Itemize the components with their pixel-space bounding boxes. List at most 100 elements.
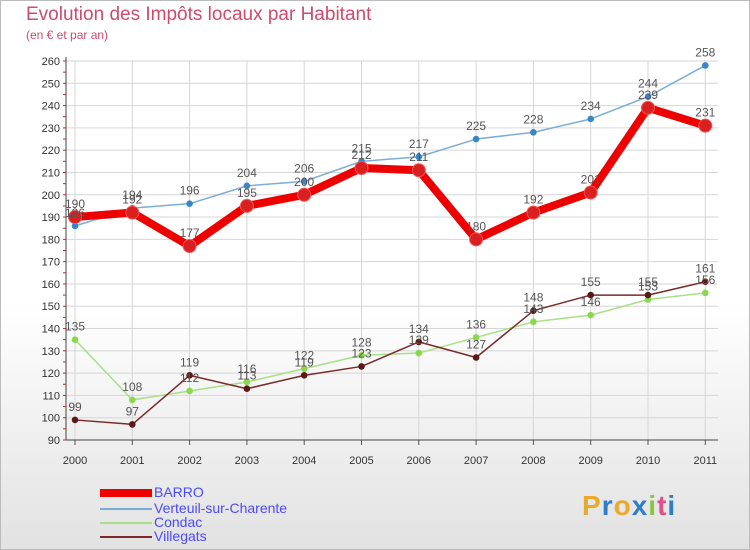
point-condac-2006 xyxy=(415,349,423,357)
data-label-verteuil-sur-charente-2001: 194 xyxy=(122,188,142,202)
point-condac-2002 xyxy=(186,387,193,395)
chart-subtitle: (en € et par an) xyxy=(26,28,109,42)
point-verteuil-sur-charente-2006 xyxy=(415,153,423,161)
point-verteuil-sur-charente-2003 xyxy=(243,182,251,190)
point-condac-2011 xyxy=(702,289,709,297)
y-tick-label-170: 170 xyxy=(42,257,60,269)
legend-label-verteuil: Verteuil-sur-Charente xyxy=(154,500,288,516)
data-label-verteuil-sur-charente-2005: 215 xyxy=(351,141,371,155)
legend-label-villegats: Villegats xyxy=(154,528,207,544)
legend-label-condac: Condac xyxy=(154,514,203,530)
point-condac-2000 xyxy=(71,336,79,343)
data-label-verteuil-sur-charente-2004: 206 xyxy=(294,161,314,175)
data-label-verteuil-sur-charente-2002: 196 xyxy=(180,184,200,198)
logo-letter: i xyxy=(648,490,658,521)
data-labels: 190 192 177 195 200 212 211 180 192 201 239 231 186 1… xyxy=(65,45,716,418)
point-barro-2003 xyxy=(239,198,254,213)
data-label-barro-2009: 201 xyxy=(581,173,601,187)
y-tick-label-230: 230 xyxy=(42,123,60,135)
point-villegats-2000 xyxy=(71,416,79,424)
y-tick-label-120: 120 xyxy=(42,368,60,380)
point-villegats-2002 xyxy=(186,372,193,379)
data-label-barro-2000: 190 xyxy=(65,197,85,211)
point-villegats-2006 xyxy=(415,338,423,346)
point-condac-2001 xyxy=(129,396,136,404)
data-label-verteuil-sur-charente-2000: 186 xyxy=(65,206,85,220)
x-tick-label-2001: 2001 xyxy=(120,455,144,467)
point-villegats-2008 xyxy=(530,307,537,314)
logo-letter: x xyxy=(631,490,649,521)
point-condac-2004 xyxy=(300,365,308,372)
y-tick-label-110: 110 xyxy=(42,390,60,402)
data-label-villegats-2003: 113 xyxy=(237,369,256,383)
data-label-villegats-2006: 134 xyxy=(409,322,429,336)
point-verteuil-sur-charente-2002 xyxy=(186,200,193,207)
logo-letter: P xyxy=(582,490,602,521)
data-label-barro-2008: 192 xyxy=(523,193,543,207)
data-label-barro-2005: 212 xyxy=(351,148,371,162)
data-label-condac-2007: 136 xyxy=(466,317,486,331)
data-label-villegats-2007: 127 xyxy=(466,338,486,352)
data-label-barro-2010: 239 xyxy=(638,88,658,102)
data-label-condac-2004: 122 xyxy=(294,349,314,363)
data-label-villegats-2005: 123 xyxy=(351,346,371,360)
y-tick-label-90: 90 xyxy=(48,435,60,447)
data-label-verteuil-sur-charente-2006: 217 xyxy=(409,137,429,151)
point-villegats-2003 xyxy=(243,385,251,393)
point-barro-2007 xyxy=(469,232,484,247)
x-tick-label-2010: 2010 xyxy=(636,455,660,467)
point-verteuil-sur-charente-2011 xyxy=(702,62,709,69)
point-villegats-2009 xyxy=(587,291,594,299)
y-tick-label-210: 210 xyxy=(42,167,60,179)
y-tick-label-250: 250 xyxy=(42,78,60,90)
data-label-condac-2006: 129 xyxy=(409,333,429,347)
data-label-condac-2011: 156 xyxy=(695,273,715,287)
point-condac-2007 xyxy=(472,334,480,341)
logo-letter: t xyxy=(657,490,668,521)
data-label-condac-2010: 153 xyxy=(638,280,658,294)
point-verteuil-sur-charente-2009 xyxy=(587,115,594,123)
point-condac-2009 xyxy=(587,311,594,319)
data-label-barro-2006: 211 xyxy=(409,150,428,164)
data-label-condac-2008: 143 xyxy=(523,302,543,316)
y-tick-label-100: 100 xyxy=(42,413,60,425)
point-villegats-2010 xyxy=(644,291,652,299)
data-label-villegats-2011: 161 xyxy=(695,262,715,276)
data-label-condac-2002: 112 xyxy=(180,371,199,385)
series-line-verteuil-sur-charente xyxy=(74,64,707,227)
logo-letter: o xyxy=(613,490,632,521)
point-barro-2004 xyxy=(297,187,312,202)
data-label-villegats-2000: 99 xyxy=(68,400,82,414)
point-condac-2005 xyxy=(358,351,365,359)
x-tick-label-2003: 2003 xyxy=(235,455,259,467)
y-tick-label-260: 260 xyxy=(42,56,60,68)
y-tick-label-130: 130 xyxy=(42,346,60,358)
data-label-verteuil-sur-charente-2003: 204 xyxy=(237,166,257,180)
data-label-barro-2002: 177 xyxy=(180,226,200,240)
point-barro-2011 xyxy=(698,118,713,133)
point-verteuil-sur-charente-2008 xyxy=(530,129,537,136)
data-label-barro-2011: 231 xyxy=(695,106,715,120)
point-barro-2009 xyxy=(583,185,598,200)
y-tick-label-150: 150 xyxy=(42,301,60,313)
data-label-villegats-2002: 119 xyxy=(180,355,199,369)
grid xyxy=(66,60,718,441)
y-tick-label-220: 220 xyxy=(42,145,60,157)
data-label-verteuil-sur-charente-2009: 234 xyxy=(581,99,601,113)
y-tick-label-140: 140 xyxy=(42,324,60,336)
data-label-villegats-2004: 119 xyxy=(295,355,314,369)
x-tick-label-2002: 2002 xyxy=(177,455,201,467)
data-label-barro-2007: 180 xyxy=(466,219,486,233)
data-label-villegats-2001: 97 xyxy=(126,404,140,418)
x-tick-label-2004: 2004 xyxy=(292,455,316,467)
point-verteuil-sur-charente-2000 xyxy=(71,222,79,230)
y-tick-label-190: 190 xyxy=(42,212,60,224)
data-label-barro-2003: 195 xyxy=(237,186,257,200)
point-villegats-2005 xyxy=(358,363,365,370)
data-label-verteuil-sur-charente-2010: 244 xyxy=(638,77,658,91)
data-label-verteuil-sur-charente-2008: 228 xyxy=(523,112,543,126)
x-tick-label-2006: 2006 xyxy=(407,455,431,467)
x-tick-label-2005: 2005 xyxy=(349,455,373,467)
